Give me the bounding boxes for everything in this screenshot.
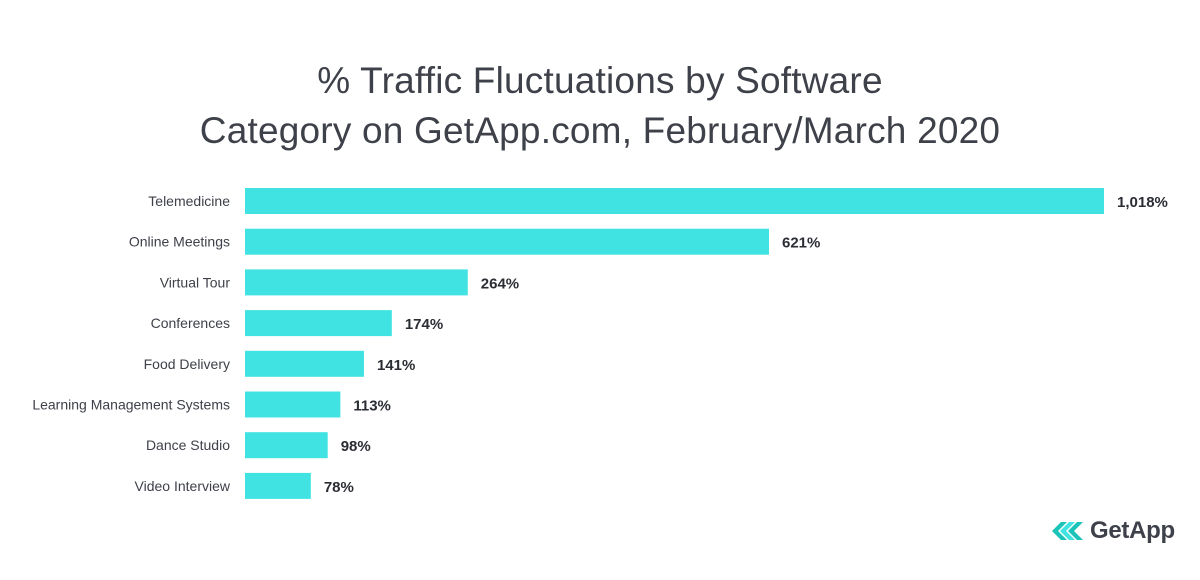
category-label: Food Delivery	[144, 356, 230, 372]
category-label: Dance Studio	[146, 437, 230, 453]
bar	[245, 472, 311, 499]
category-label: Conferences	[151, 315, 230, 331]
getapp-logo-text: GetApp	[1090, 517, 1175, 544]
chart-title-line-1: % Traffic Fluctuations by Software	[317, 60, 883, 101]
value-label: 174%	[405, 316, 443, 333]
bar	[245, 432, 328, 459]
chart-title-line-2: Category on GetApp.com, February/March 2…	[199, 110, 1001, 151]
bar	[245, 188, 1104, 214]
category-label: Telemedicine	[148, 193, 230, 209]
category-label: Virtual Tour	[160, 274, 231, 290]
value-label: 141%	[377, 357, 415, 374]
bar	[245, 391, 341, 418]
value-label: 98%	[341, 438, 371, 455]
value-label: 264%	[481, 275, 519, 292]
chart-title: % Traffic Fluctuations by Software Categ…	[0, 56, 1200, 156]
getapp-chevrons-icon	[1052, 522, 1083, 540]
bar	[245, 310, 392, 337]
bar	[245, 228, 770, 255]
bar	[245, 350, 364, 377]
category-label: Learning Management Systems	[32, 397, 230, 413]
category-label: Online Meetings	[129, 234, 230, 250]
value-label: 78%	[324, 479, 354, 496]
value-label: 113%	[353, 398, 391, 415]
category-label: Video Interview	[135, 478, 231, 494]
value-label: 1,018%	[1117, 194, 1168, 211]
value-label: 621%	[782, 235, 820, 252]
getapp-logo: GetApp	[1052, 515, 1175, 547]
bar	[245, 269, 468, 296]
